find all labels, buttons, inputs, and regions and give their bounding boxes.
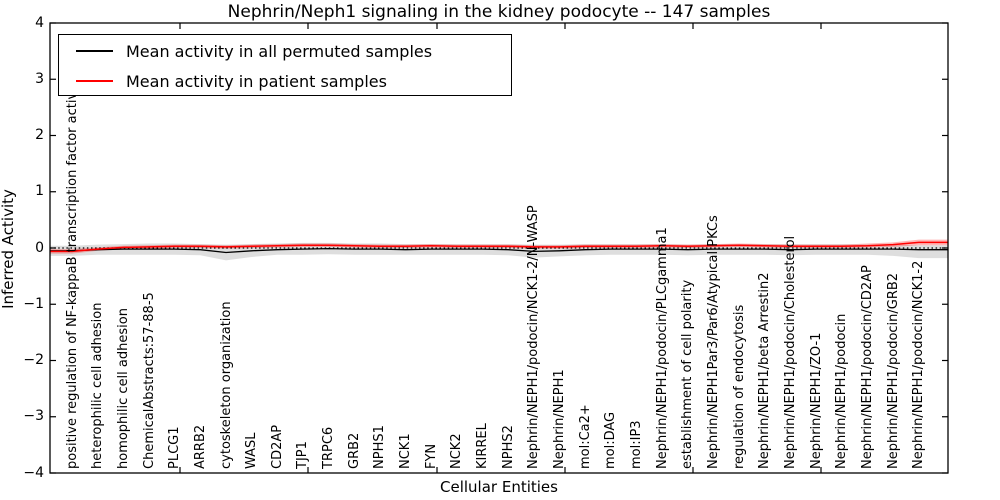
x-tick-label: TRPC6 <box>321 426 337 469</box>
x-tick-label: NCK2 <box>449 433 465 469</box>
y-tick-label: −4 <box>23 464 44 481</box>
x-tick-label: WASL <box>244 432 260 469</box>
x-tick-label: regulation of endocytosis <box>731 304 747 469</box>
x-tick-label: Nephrin/NEPH1/podocin/Cholesterol <box>783 235 798 469</box>
x-tick-label: NPHS1 <box>372 425 388 469</box>
x-tick-label: heterophilic cell adhesion <box>90 302 106 470</box>
x-tick-label: ARRB2 <box>192 424 208 469</box>
x-tick-label: mol:IP3 <box>629 420 644 469</box>
x-tick-label: ChemicalAbstracts:57-88-5 <box>141 292 157 469</box>
x-tick-label: TJP1 <box>295 441 311 469</box>
legend-label-patient: Mean activity in patient samples <box>126 71 387 91</box>
patient-line-swatch <box>76 80 113 82</box>
x-tick-label: Nephrin/NEPH1Par3/Par6/Atypical PKCs <box>706 215 721 469</box>
x-tick-label: mol:DAG <box>603 411 619 469</box>
legend: Mean activity in all permuted samples Me… <box>58 34 512 96</box>
x-tick-label: Nephrin/NEPH1/podocin/GRB2 <box>885 272 901 469</box>
permuted-line-swatch <box>76 50 113 52</box>
x-tick-label: establishment of cell polarity <box>680 279 696 469</box>
x-tick-label: Nephrin/NEPH1/podocin/CD2AP <box>860 265 875 469</box>
x-tick-label: PLCG1 <box>167 426 183 469</box>
x-tick-label: mol:Ca2+ <box>577 404 593 469</box>
legend-label-permuted: Mean activity in all permuted samples <box>126 41 433 61</box>
chart-title: Nephrin/Neph1 signaling in the kidney po… <box>227 2 771 22</box>
x-tick-label: CD2AP <box>269 424 285 469</box>
confidence-band-permuted <box>50 242 948 261</box>
y-tick-label: 0 <box>35 239 44 256</box>
y-tick-label: 2 <box>35 127 44 143</box>
x-tick-label: positive regulation of NF-kappaB transcr… <box>64 75 80 469</box>
y-tick-label: 1 <box>35 183 44 200</box>
x-tick-label: Nephrin/NEPH1/podocin <box>834 313 850 469</box>
x-tick-label: NPHS2 <box>500 425 516 469</box>
x-tick-label: Nephrin/NEPH1/podocin/NCK1-2/N-WASP <box>526 205 542 469</box>
x-tick-label: Nephrin/NEPH1/beta Arrestin2 <box>757 272 773 470</box>
y-tick-label: −3 <box>23 408 44 425</box>
x-tick-label: GRB2 <box>346 432 362 469</box>
x-tick-label: Nephrin/NEPH1/podocin/PLCgamma1 <box>654 227 670 469</box>
x-tick-label: cytoskeleton organization <box>218 301 234 469</box>
x-tick-label: homophilic cell adhesion <box>115 308 131 469</box>
series-line-permuted <box>50 247 948 254</box>
series-line-patient <box>50 241 948 253</box>
x-tick-label: Nephrin/NEPH1/ZO-1 <box>808 332 824 469</box>
x-tick-label: FYN <box>423 443 439 469</box>
plot-frame <box>49 22 949 474</box>
x-axis-label: Cellular Entities <box>440 478 558 496</box>
x-tick-label: NCK1 <box>398 433 414 469</box>
y-tick-label: 4 <box>35 14 44 31</box>
legend-item-patient: Mean activity in patient samples <box>59 66 511 96</box>
x-tick-label: Nephrin/NEPH1/podocin/NCK1-2 <box>911 260 927 469</box>
y-tick-label: 3 <box>35 70 44 87</box>
x-tick-label: KIRREL <box>475 423 491 469</box>
y-tick-label: −2 <box>23 352 44 368</box>
y-tick-label: −1 <box>23 295 44 312</box>
x-tick-label: Nephrin/NEPH1 <box>552 369 567 469</box>
legend-item-permuted: Mean activity in all permuted samples <box>59 36 511 66</box>
